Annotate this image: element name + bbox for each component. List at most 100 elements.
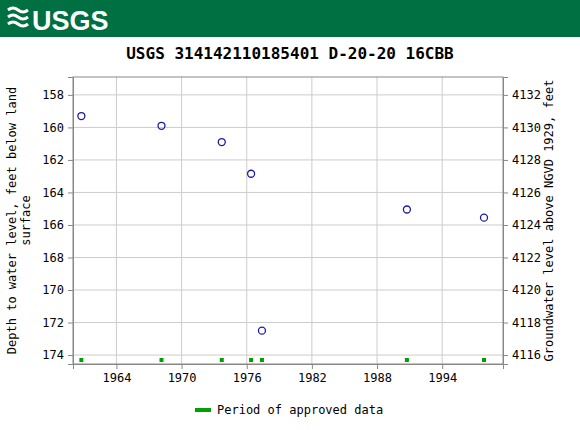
tick-mark xyxy=(68,323,73,324)
tick-label: 4132 xyxy=(512,88,541,102)
tick-mark xyxy=(68,257,73,258)
grid-line-y xyxy=(73,355,503,356)
tick-mark xyxy=(68,160,73,161)
grid-line-y xyxy=(73,257,503,258)
tick-label: 1994 xyxy=(428,371,457,385)
tick: 4116 xyxy=(503,348,541,362)
tick-label: 4128 xyxy=(512,153,541,167)
logo-wave xyxy=(8,15,28,19)
tick-label: 1976 xyxy=(233,371,262,385)
grid xyxy=(73,77,503,364)
tick-label: 170 xyxy=(42,283,64,297)
data-point xyxy=(258,327,265,334)
tick-label: 158 xyxy=(42,88,64,102)
tick-mark xyxy=(503,225,508,226)
tick-mark xyxy=(68,127,73,128)
tick: 168 xyxy=(42,251,73,265)
tick: 166 xyxy=(42,218,73,232)
tick-mark xyxy=(68,290,73,291)
tick: 164 xyxy=(42,186,73,200)
data-point xyxy=(480,214,487,221)
tick-label: 1988 xyxy=(363,371,392,385)
tick-label: 4124 xyxy=(512,218,541,232)
grid-line-x xyxy=(246,77,247,364)
tick: 4122 xyxy=(503,251,541,265)
grid-line-y xyxy=(73,94,503,95)
tick-label: 168 xyxy=(42,251,64,265)
tick-label: 162 xyxy=(42,153,64,167)
axis-line xyxy=(504,78,509,365)
tick: 4130 xyxy=(503,121,541,135)
axis-line xyxy=(68,78,74,365)
tick-label: 4126 xyxy=(512,186,541,200)
tick-mark xyxy=(503,290,508,291)
tick-mark xyxy=(377,364,378,369)
tick-mark xyxy=(182,364,183,369)
y-axis: 158160162164166168170172174 xyxy=(42,78,73,365)
tick: 4128 xyxy=(503,153,541,167)
tick-mark xyxy=(68,95,73,96)
approved-marker xyxy=(249,358,253,362)
tick-label: 160 xyxy=(42,121,64,135)
y-axis-title-line: Depth to water level, feet below land xyxy=(5,87,19,354)
tick-mark xyxy=(503,257,508,258)
tick-mark xyxy=(68,192,73,193)
logo-icon xyxy=(8,8,28,26)
tick-mark xyxy=(247,364,248,369)
approved-marker xyxy=(79,358,83,362)
grid-line-y xyxy=(73,127,503,128)
tick: 1976 xyxy=(233,364,262,385)
tick: 4120 xyxy=(503,283,541,297)
tick: 1988 xyxy=(363,364,392,385)
tick: 162 xyxy=(42,153,73,167)
tick-mark xyxy=(503,323,508,324)
grid-line-x xyxy=(311,77,312,364)
data-point xyxy=(403,206,410,213)
tick-mark xyxy=(503,192,508,193)
tick-label: 4130 xyxy=(512,121,541,135)
logo-wave xyxy=(8,22,28,26)
tick-label: 1982 xyxy=(298,371,327,385)
tick-mark xyxy=(503,95,508,96)
approved-marker xyxy=(260,358,264,362)
tick-label: 164 xyxy=(42,186,64,200)
tick-mark xyxy=(116,364,117,369)
tick: 172 xyxy=(42,316,73,330)
tick-mark xyxy=(503,355,508,356)
marks xyxy=(78,113,488,362)
tick-label: 1970 xyxy=(168,371,197,385)
data-point xyxy=(218,139,225,146)
tick: 1970 xyxy=(168,364,197,385)
data-point xyxy=(78,113,85,120)
approved-marker xyxy=(159,358,163,362)
approved-marker xyxy=(482,358,486,362)
tick: 160 xyxy=(42,121,73,135)
grid-line-y xyxy=(73,192,503,193)
tick: 1982 xyxy=(298,364,327,385)
tick-label: 166 xyxy=(42,218,64,232)
tick: 4126 xyxy=(503,186,541,200)
grid-line-x xyxy=(442,77,443,364)
tick-label: 4118 xyxy=(512,316,541,330)
grid-line-y xyxy=(73,159,503,160)
y2-axis: 4116 4118 4120 4122 4124 4126 4128 4130 4132 xyxy=(503,78,541,365)
tick-label: 4116 xyxy=(512,348,541,362)
tick-mark xyxy=(312,364,313,369)
tick: 1964 xyxy=(102,364,131,385)
tick-label: 4120 xyxy=(512,283,541,297)
tick-mark xyxy=(442,364,443,369)
tick-mark xyxy=(68,225,73,226)
approved-marker xyxy=(220,358,224,362)
tick: 4132 xyxy=(503,88,541,102)
y-axis-title: Depth to water level, feet below landsur… xyxy=(5,87,33,354)
tick-mark xyxy=(503,160,508,161)
chart: USGSUSGS 314142110185401 D-20-20 16CBB19… xyxy=(0,0,580,430)
x-axis: 1964 1970 1976 1982 1988 1994 xyxy=(74,364,504,385)
legend-label: Period of approved data xyxy=(217,403,383,417)
tick: 4124 xyxy=(503,218,541,232)
grid-line-x xyxy=(377,77,378,364)
plot-frame xyxy=(73,77,503,364)
tick-label: 1964 xyxy=(102,371,131,385)
grid-line-x xyxy=(181,77,182,364)
logo-text: USGS xyxy=(32,6,109,36)
